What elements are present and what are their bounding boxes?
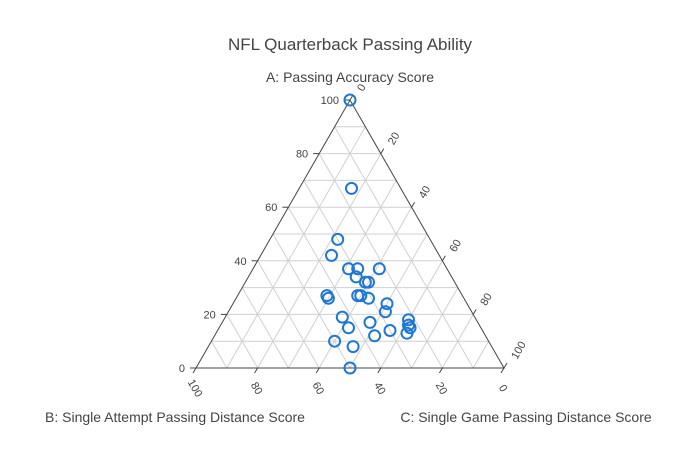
- tick-label-a: 20: [204, 309, 216, 321]
- grid-line-b: [226, 314, 259, 369]
- tick-mark-b: [377, 367, 382, 374]
- data-point: [345, 181, 358, 195]
- tick-label-c: 20: [386, 130, 403, 147]
- grid-line-c: [226, 126, 366, 369]
- tick-mark-c: [472, 309, 477, 315]
- tick-mark-c: [441, 255, 446, 262]
- tick-mark-b: [438, 367, 443, 374]
- grid-line-b: [257, 260, 320, 369]
- data-point: [346, 340, 360, 354]
- tick-label-c: 0: [355, 82, 368, 93]
- triangle-frame: [190, 94, 508, 374]
- tick-label-b: 0: [496, 383, 509, 394]
- tick-label-b: 100: [185, 378, 205, 400]
- data-point: [368, 329, 382, 343]
- tick-mark-c: [503, 362, 508, 369]
- tick-label-b: 40: [371, 380, 388, 397]
- data-point: [325, 248, 338, 262]
- grid-line-b: [272, 233, 351, 369]
- data-point: [362, 275, 375, 289]
- data-point: [363, 315, 377, 329]
- grid-line-c: [411, 287, 459, 369]
- grid-line-c: [441, 314, 474, 369]
- grid-line-c: [472, 340, 490, 369]
- tick-label-b: 20: [433, 380, 450, 397]
- data-point: [321, 291, 335, 305]
- tick-label-b: 60: [310, 380, 327, 397]
- tick-label-c: 40: [417, 184, 434, 201]
- tick-label-c: 60: [448, 238, 465, 255]
- data-point: [372, 262, 386, 276]
- tick-label-a: 100: [321, 95, 339, 107]
- tick-label-a: 60: [265, 202, 277, 214]
- tick-mark-b: [192, 367, 197, 374]
- tick-mark-b: [500, 367, 505, 374]
- data-point: [342, 262, 355, 276]
- data-point: [328, 334, 342, 348]
- data-point: [400, 326, 414, 340]
- grid-line-b: [334, 126, 474, 369]
- data-point: [331, 232, 345, 246]
- tick-mark-b: [254, 367, 259, 374]
- data-point: [342, 321, 355, 335]
- grid-line-b: [210, 340, 228, 369]
- tick-mark-c: [380, 148, 385, 154]
- data-point: [343, 93, 357, 107]
- tick-label-a: 80: [296, 149, 308, 161]
- tick-mark-b: [315, 367, 320, 374]
- data-point: [380, 297, 394, 311]
- tick-mark-c: [411, 201, 416, 208]
- tick-label-a: 0: [179, 363, 185, 375]
- data-point: [335, 310, 349, 324]
- axis-a-title: A: Passing Accuracy Score: [266, 69, 434, 85]
- axis-c-title: C: Single Game Passing Distance Score: [400, 409, 652, 425]
- chart-title: NFL Quarterback Passing Ability: [228, 35, 473, 54]
- data-point: [351, 262, 365, 276]
- triangle-outline: [195, 98, 505, 369]
- data-point: [383, 324, 397, 337]
- data-point: [362, 291, 375, 305]
- tick-label-a: 40: [234, 256, 246, 268]
- tick-label-c: 80: [478, 291, 495, 308]
- data-point: [343, 361, 357, 375]
- grid-line-b: [241, 287, 289, 369]
- tick-label-c: 100: [509, 340, 529, 362]
- tick-label-b: 80: [248, 380, 265, 397]
- axis-b-title: B: Single Attempt Passing Distance Score: [45, 409, 305, 425]
- data-point: [402, 313, 415, 327]
- data-point: [354, 289, 368, 303]
- data-points: [320, 93, 417, 375]
- grid-line-c: [349, 233, 428, 369]
- grid-line-c: [287, 180, 397, 369]
- data-point: [378, 305, 392, 319]
